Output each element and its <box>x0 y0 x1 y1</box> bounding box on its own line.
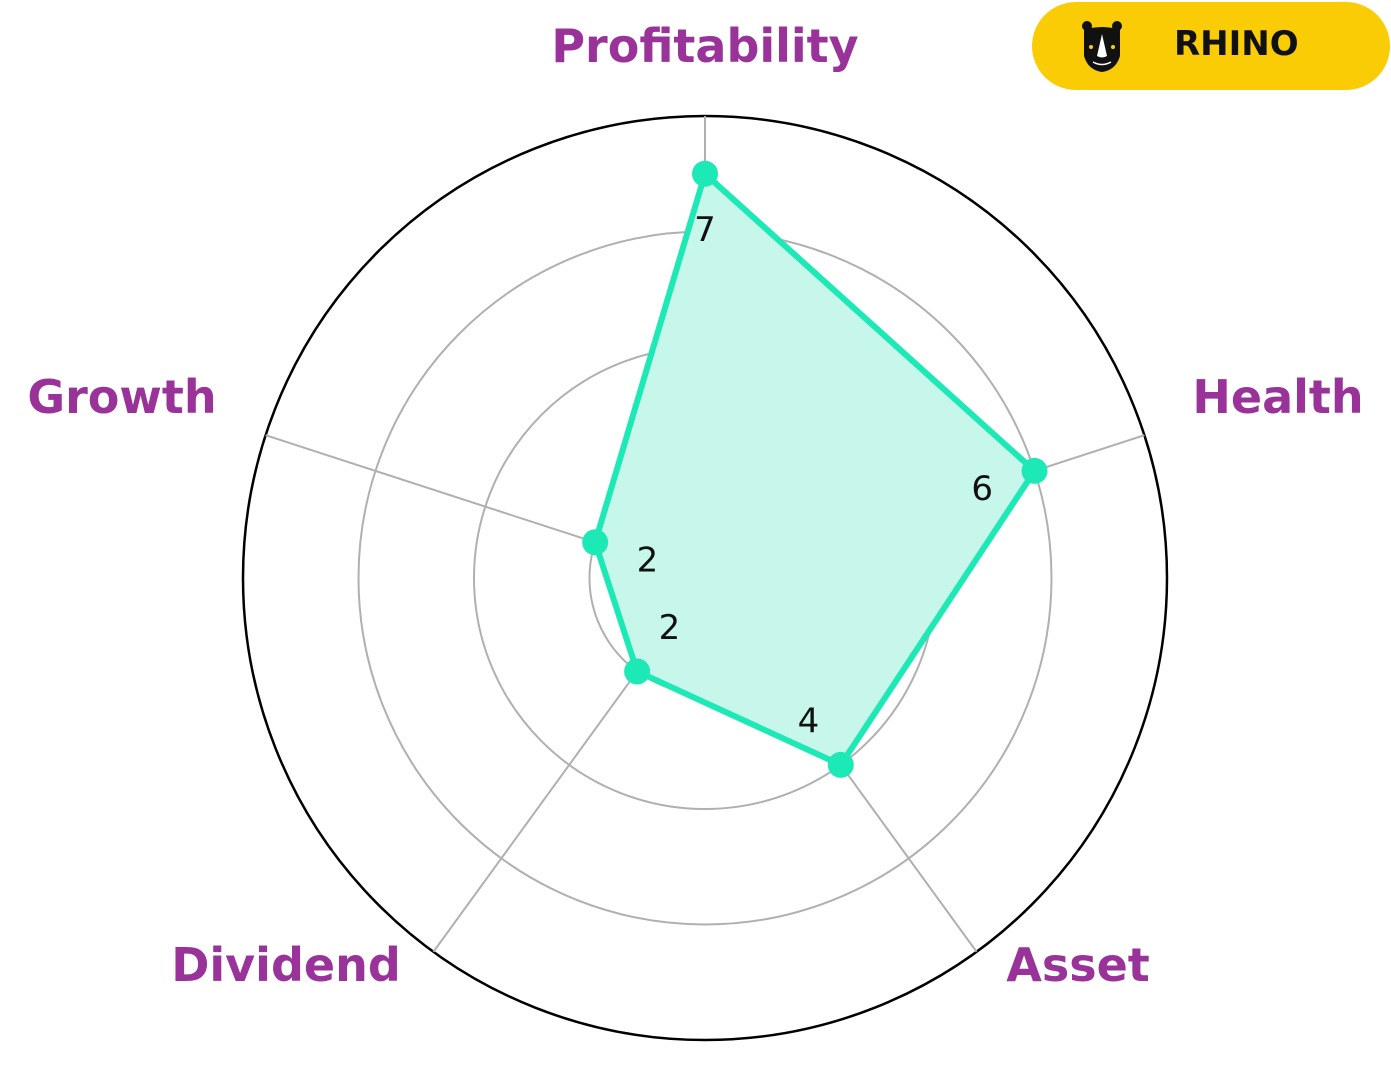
radar-labels: 7 6 4 22 Profitability Health Asset Dividend Gro… <box>27 19 1363 992</box>
data-point <box>624 658 651 685</box>
axis-label-profitability: Profitability <box>551 19 858 73</box>
value-label: 6 <box>971 469 993 509</box>
radar-series <box>582 160 1048 778</box>
axis-label-dividend: Dividend <box>171 938 401 992</box>
data-point <box>1021 457 1048 484</box>
value-label: 2 <box>659 608 681 648</box>
value-label: 7 <box>694 210 716 250</box>
rhino-head-icon <box>1082 21 1122 72</box>
data-point <box>827 751 854 778</box>
series-area <box>592 170 1038 768</box>
axis-label-health: Health <box>1192 370 1363 424</box>
data-point <box>582 529 609 556</box>
axis-label-growth: Growth <box>27 370 216 424</box>
data-point <box>692 160 718 187</box>
axis-label-asset: Asset <box>1006 938 1150 992</box>
logo-text: RHINO <box>1174 24 1299 64</box>
value-label: 4 <box>798 701 820 741</box>
rhino-logo: RHINO <box>1032 2 1390 90</box>
value-label: 2 <box>637 540 659 580</box>
